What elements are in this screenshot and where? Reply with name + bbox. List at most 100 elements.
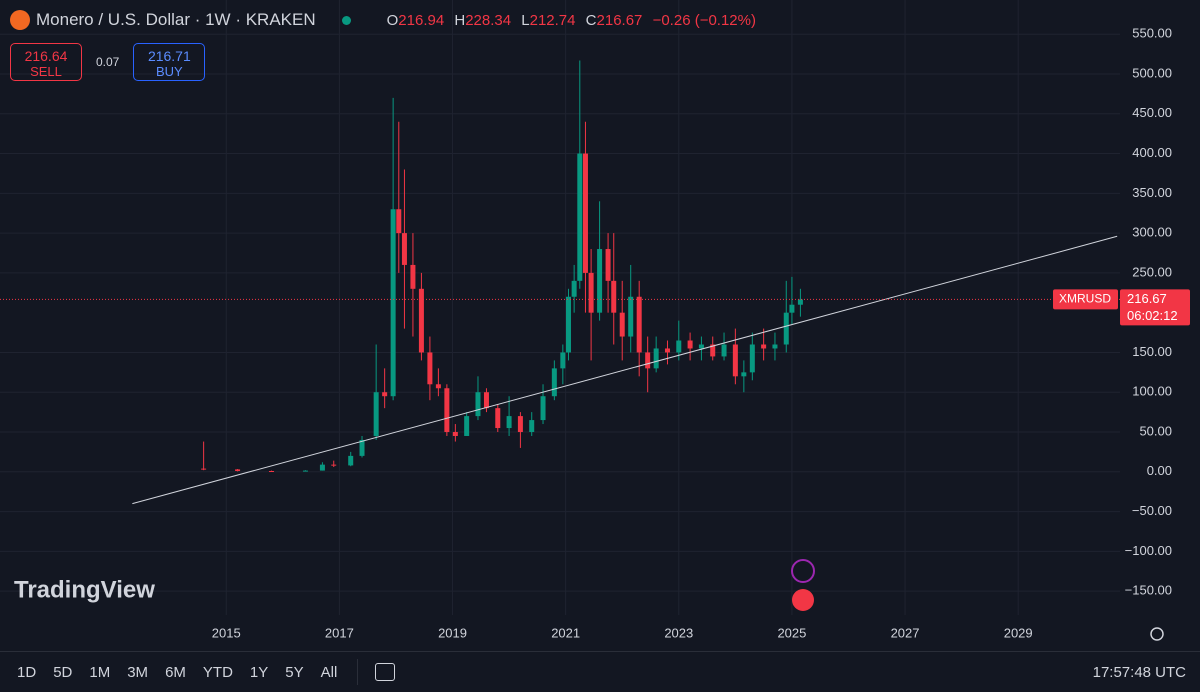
- change: −0.26 (−0.12%): [652, 11, 756, 29]
- candle-body: [495, 408, 501, 429]
- candle-body: [382, 392, 388, 397]
- sell-label: SELL: [30, 64, 62, 79]
- calendar-icon[interactable]: [375, 663, 396, 681]
- range-group: 1D 5D 1M 3M 6M YTD 1Y 5Y All: [0, 664, 337, 681]
- x-tick-label: 2029: [1004, 625, 1033, 640]
- range-button[interactable]: 3M: [127, 663, 149, 681]
- candle-body: [483, 392, 489, 409]
- candle-body: [410, 264, 416, 289]
- y-tick-label: 350.00: [1132, 185, 1172, 200]
- symbol-title: Monero / U.S. Dollar · 1W · KRAKEN: [36, 10, 316, 29]
- candle-body: [401, 233, 407, 265]
- clock: 17:57:48 UTC: [1092, 663, 1186, 681]
- candle-body: [698, 344, 704, 349]
- range-button[interactable]: YTD: [202, 663, 233, 681]
- range-button[interactable]: 5Y: [285, 663, 304, 681]
- y-tick-label: 550.00: [1132, 26, 1172, 41]
- y-tick-label: 450.00: [1132, 105, 1172, 120]
- x-tick-label: 2019: [438, 625, 467, 640]
- x-tick-label: 2017: [325, 625, 354, 640]
- range-button[interactable]: All: [320, 663, 338, 681]
- ohlc-value: 228.34: [465, 11, 512, 29]
- candle-body: [529, 420, 535, 433]
- y-tick-label: 50.00: [1139, 423, 1172, 438]
- y-tick-label: 100.00: [1132, 384, 1172, 399]
- candle-body: [789, 304, 795, 313]
- candle-body: [653, 348, 659, 369]
- plot: 550.00 500.00 450.00 400.00 350.00 300.00 250.…: [0, 0, 1190, 640]
- candle-body: [645, 352, 651, 369]
- settings-icon[interactable]: [1150, 627, 1164, 641]
- candle-body: [348, 455, 354, 466]
- candle-body: [783, 312, 789, 345]
- x-tick-label: 2027: [891, 625, 920, 640]
- x-tick-label: 2021: [551, 625, 580, 640]
- price-tag: [1120, 289, 1190, 326]
- flag-icon[interactable]: [792, 589, 814, 611]
- ohlc-value: 212.74: [529, 11, 576, 29]
- candle-body: [582, 153, 588, 273]
- candle-body: [506, 416, 512, 429]
- candle-body: [464, 416, 470, 436]
- candle-body: [551, 368, 557, 397]
- y-tick-label: 500.00: [1132, 65, 1172, 80]
- trade-panel: 216.64 SELL 0.07 216.71 BUY: [10, 43, 206, 81]
- ohlc-key: C: [585, 11, 597, 29]
- candle-body: [517, 416, 523, 433]
- candle-body: [302, 470, 308, 472]
- coin-icon: [10, 10, 30, 30]
- candle-body: [797, 299, 803, 305]
- candle-body: [636, 296, 642, 353]
- candle-body: [687, 340, 693, 349]
- candle-body: [664, 348, 670, 353]
- candle-body: [560, 352, 566, 369]
- candle-body: [597, 249, 603, 313]
- ohlc-key: H: [454, 11, 466, 29]
- candle-body: [676, 340, 682, 353]
- buy-button[interactable]: 216.71 BUY: [133, 43, 206, 81]
- event-icon[interactable]: [791, 559, 815, 583]
- toolbar: 1D 5D 1M 3M 6M YTD 1Y 5Y All 17:57:48 UTC: [0, 651, 1200, 692]
- candle-body: [331, 464, 337, 466]
- candle-body: [565, 296, 571, 353]
- y-tick-label: 0.00: [1147, 463, 1172, 478]
- logo: TradingView: [14, 576, 155, 603]
- y-tick-label: −150.00: [1125, 583, 1172, 598]
- candle-body: [721, 344, 727, 357]
- spread: 0.07: [96, 55, 120, 69]
- y-tick-label: 400.00: [1132, 145, 1172, 160]
- buy-price: 216.71: [147, 48, 191, 64]
- candle-body: [418, 288, 424, 353]
- status-dot: [341, 15, 351, 25]
- range-button[interactable]: 1M: [89, 663, 111, 681]
- candle-body: [761, 344, 767, 349]
- sell-button[interactable]: 216.64 SELL: [10, 43, 82, 81]
- candle-body: [373, 392, 379, 436]
- candle-body: [435, 384, 441, 389]
- candle-body: [444, 388, 450, 433]
- ohlc-value: 216.67: [596, 11, 643, 29]
- range-button[interactable]: 1D: [17, 663, 37, 681]
- ohlc: O216.94 H228.34 L212.74 C216.67 −0.26 (−…: [387, 12, 762, 29]
- candle-body: [749, 344, 755, 373]
- candle-body: [319, 464, 325, 471]
- candle-body: [359, 439, 365, 456]
- candle-body: [628, 296, 634, 337]
- x-tick-label: 2025: [777, 625, 806, 640]
- range-button[interactable]: 1Y: [249, 663, 269, 681]
- range-button[interactable]: 5D: [53, 663, 73, 681]
- header: Monero / U.S. Dollar · 1W · KRAKEN O216.…: [10, 10, 762, 30]
- candle-body: [571, 280, 577, 297]
- candle-body: [772, 344, 778, 349]
- trendline: [132, 235, 1118, 505]
- buy-label: BUY: [155, 64, 183, 79]
- candle-body: [540, 396, 546, 421]
- range-button[interactable]: 6M: [165, 663, 186, 681]
- x-tick-label: 2015: [212, 625, 241, 640]
- candle-body: [605, 249, 611, 281]
- y-tick-label: −100.00: [1125, 543, 1172, 558]
- y-tick-label: 300.00: [1132, 225, 1172, 240]
- ohlc-value: 216.94: [398, 11, 445, 29]
- candle-body: [201, 468, 207, 470]
- candle-body: [588, 272, 594, 313]
